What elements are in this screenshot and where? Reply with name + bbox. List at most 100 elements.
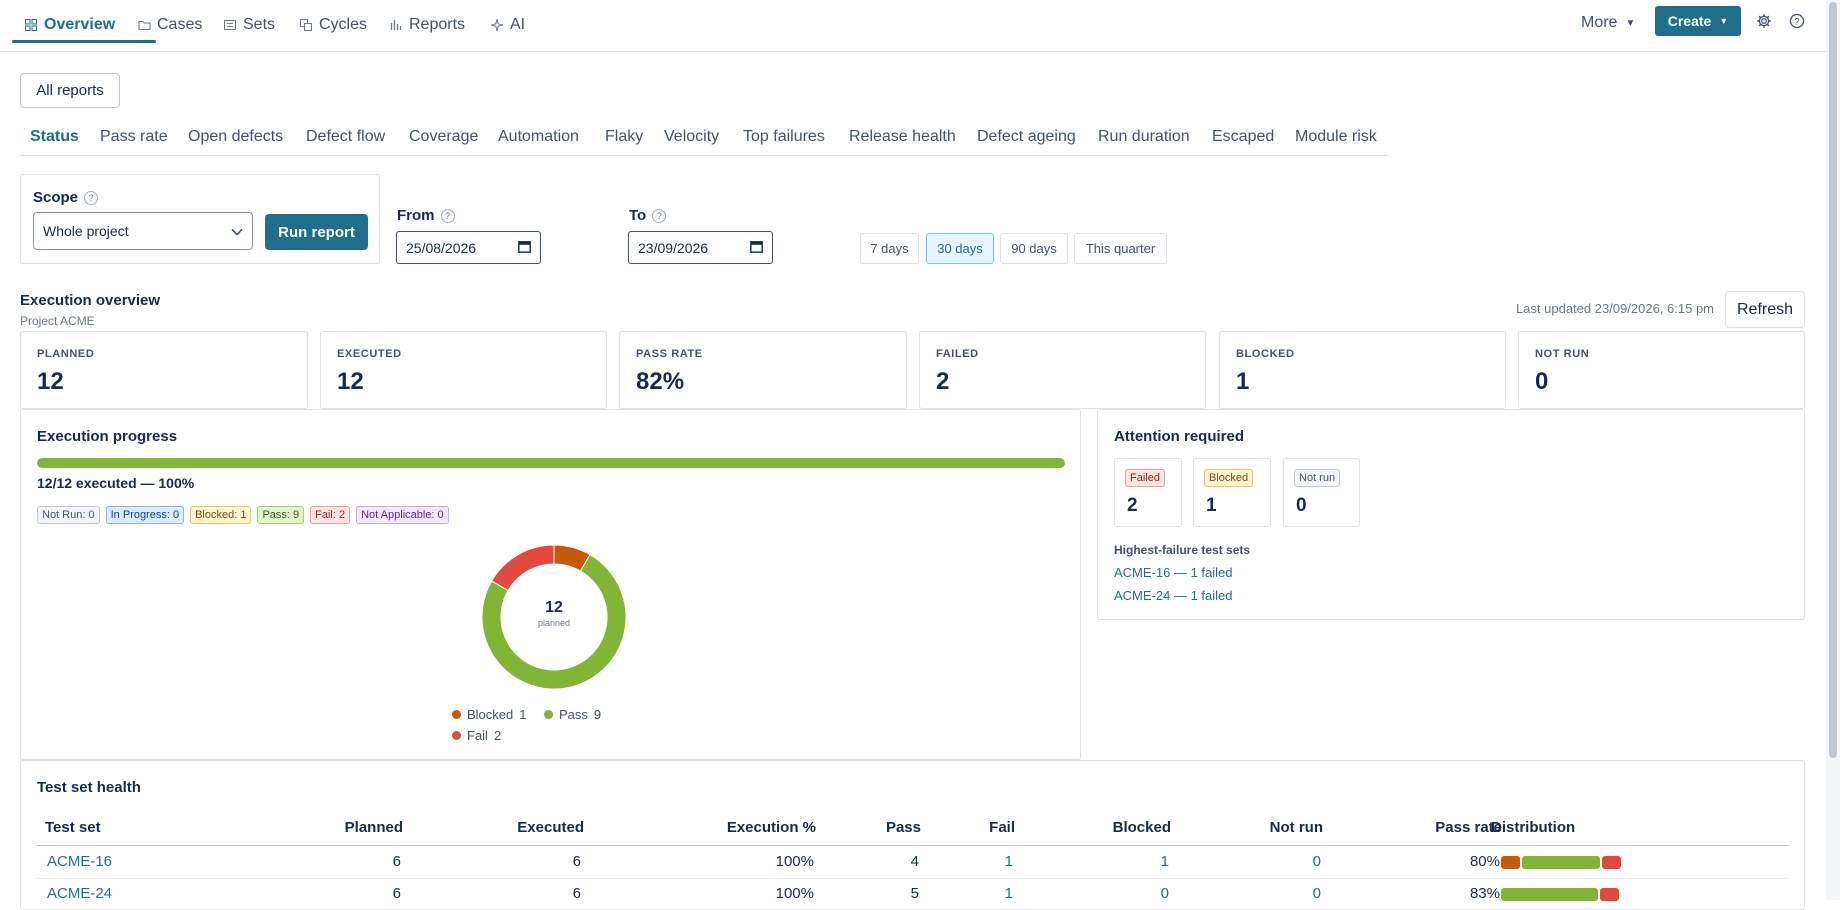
cell-not-run-link[interactable]: 0 [1312, 853, 1321, 870]
attention-card-blocked[interactable]: Blocked 1 [1193, 458, 1271, 527]
tab-top-failures[interactable]: Top failures [743, 128, 825, 145]
stat-card-not-run: NOT RUN 0 [1518, 331, 1805, 409]
caret-down-icon: ▼ [1719, 16, 1729, 26]
help-icon[interactable]: ? [440, 208, 455, 223]
column-header-test-set[interactable]: Test set [45, 819, 101, 836]
cell-blocked-link[interactable]: 0 [1160, 885, 1169, 902]
range-90-days-button[interactable]: 90 days [1000, 233, 1068, 264]
nav-tab-sets[interactable]: Sets [219, 8, 279, 42]
nav-tab-ai[interactable]: AI [486, 8, 529, 42]
all-reports-button[interactable]: All reports [20, 73, 120, 108]
stat-label: PASS RATE [636, 348, 703, 360]
column-header-pass-rate[interactable]: Pass rate [1435, 819, 1502, 836]
tab-open-defects[interactable]: Open defects [188, 128, 284, 145]
tab-velocity[interactable]: Velocity [664, 128, 720, 145]
scrollbar-thumb[interactable] [1829, 2, 1837, 758]
attention-card-failed[interactable]: Failed 2 [1114, 458, 1182, 527]
help-icon[interactable]: ? [84, 190, 99, 205]
legend-swatch [452, 731, 461, 740]
list-icon [223, 18, 237, 32]
column-header-fail[interactable]: Fail [989, 819, 1015, 836]
range-30-days-button[interactable]: 30 days [926, 233, 994, 264]
attention-badge: Not run [1294, 469, 1341, 487]
attention-card-not-run[interactable]: Not run 0 [1283, 458, 1360, 527]
more-menu[interactable]: More ▼ [1581, 14, 1635, 32]
scope-label-text: Scope [33, 189, 79, 206]
gear-icon[interactable] [1755, 12, 1773, 30]
tab-status[interactable]: Status [30, 128, 79, 145]
nav-tab-cases[interactable]: Cases [133, 8, 206, 42]
chip-in-progress: In Progress: 0 [105, 506, 185, 524]
cell-not-run-link[interactable]: 0 [1312, 885, 1321, 902]
cell-pass: 5 [910, 885, 919, 902]
column-header-pass[interactable]: Pass [885, 819, 921, 836]
create-button[interactable]: Create ▼ [1655, 6, 1741, 36]
distribution-segment-pass [1522, 856, 1600, 869]
caret-down-icon: ▼ [1625, 17, 1636, 29]
stat-card-blocked: BLOCKED 1 [1219, 331, 1506, 409]
highest-failure-link[interactable]: ACME-16 — 1 failed [1114, 565, 1233, 580]
chevron-down-icon [231, 223, 243, 239]
attention-count: 1 [1206, 495, 1217, 516]
scope-panel: Scope ? Whole project Run report [20, 174, 380, 264]
tab-module-risk[interactable]: Module risk [1295, 128, 1377, 145]
copy-icon [299, 18, 313, 32]
tab-defect-flow[interactable]: Defect flow [306, 128, 386, 145]
column-header-distribution[interactable]: Distribution [1491, 819, 1576, 836]
nav-tab-label: Cycles [319, 16, 368, 33]
chip-pass: Pass: 9 [257, 506, 305, 524]
calendar-icon[interactable] [518, 240, 531, 256]
scope-select[interactable]: Whole project [33, 212, 253, 250]
from-date-input[interactable]: 25/08/2026 [396, 231, 541, 264]
cell-planned: 6 [392, 853, 401, 870]
test-set-link[interactable]: ACME-16 [47, 853, 113, 870]
tab-pass-rate[interactable]: Pass rate [100, 128, 168, 145]
cell-fail-link[interactable]: 1 [1004, 885, 1013, 902]
active-tab-indicator [12, 40, 156, 43]
cell-fail-link[interactable]: 1 [1004, 853, 1013, 870]
column-header-planned[interactable]: Planned [344, 819, 403, 836]
tab-escaped[interactable]: Escaped [1212, 128, 1275, 145]
nav-tab-label: AI [510, 16, 526, 33]
tab-flaky[interactable]: Flaky [605, 128, 644, 145]
range-7-days-button[interactable]: 7 days [860, 233, 919, 264]
nav-tab-label: Overview [44, 16, 116, 33]
attention-badge: Blocked [1204, 469, 1254, 487]
execution-progress-bar [37, 458, 1065, 468]
distribution-segment-pass [1501, 888, 1598, 901]
stat-value: 12 [337, 368, 364, 395]
column-header-executed[interactable]: Executed [517, 819, 584, 836]
highest-failure-link[interactable]: ACME-24 — 1 failed [1114, 588, 1233, 603]
tab-coverage[interactable]: Coverage [409, 128, 479, 145]
donut-center: 12 planned [499, 599, 609, 628]
calendar-icon[interactable] [750, 240, 763, 256]
nav-tab-reports[interactable]: Reports [385, 8, 469, 42]
nav-tab-overview[interactable]: Overview [20, 8, 119, 42]
test-set-link[interactable]: ACME-24 [47, 885, 113, 902]
stat-label: FAILED [936, 348, 979, 360]
legend-fail: Fail 2 [452, 728, 501, 743]
from-label-text: From [397, 207, 435, 224]
tab-defect-ageing[interactable]: Defect ageing [977, 128, 1076, 145]
create-button-label: Create [1667, 13, 1712, 29]
cell-blocked-link[interactable]: 1 [1160, 853, 1169, 870]
column-header-not-run[interactable]: Not run [1269, 819, 1323, 836]
help-icon[interactable]: ? [652, 208, 667, 223]
refresh-button[interactable]: Refresh [1725, 291, 1805, 328]
cell-pass-rate: 80% [1469, 853, 1500, 870]
tab-automation[interactable]: Automation [498, 128, 579, 145]
run-report-button[interactable]: Run report [265, 214, 368, 250]
nav-tab-label: Cases [157, 16, 203, 33]
bar-chart-icon [389, 18, 403, 32]
to-date-input[interactable]: 23/09/2026 [628, 231, 773, 264]
tab-run-duration[interactable]: Run duration [1098, 128, 1190, 145]
column-header-execution-pct[interactable]: Execution % [726, 819, 816, 836]
row-divider [37, 878, 1789, 879]
cell-executed: 6 [572, 885, 581, 902]
nav-tab-cycles[interactable]: Cycles [295, 8, 371, 42]
range-this-quarter-button[interactable]: This quarter [1074, 233, 1167, 264]
help-icon[interactable]: ? [1788, 12, 1806, 30]
column-header-blocked[interactable]: Blocked [1112, 819, 1171, 836]
stat-label: PLANNED [37, 348, 95, 360]
tab-release-health[interactable]: Release health [849, 128, 956, 145]
